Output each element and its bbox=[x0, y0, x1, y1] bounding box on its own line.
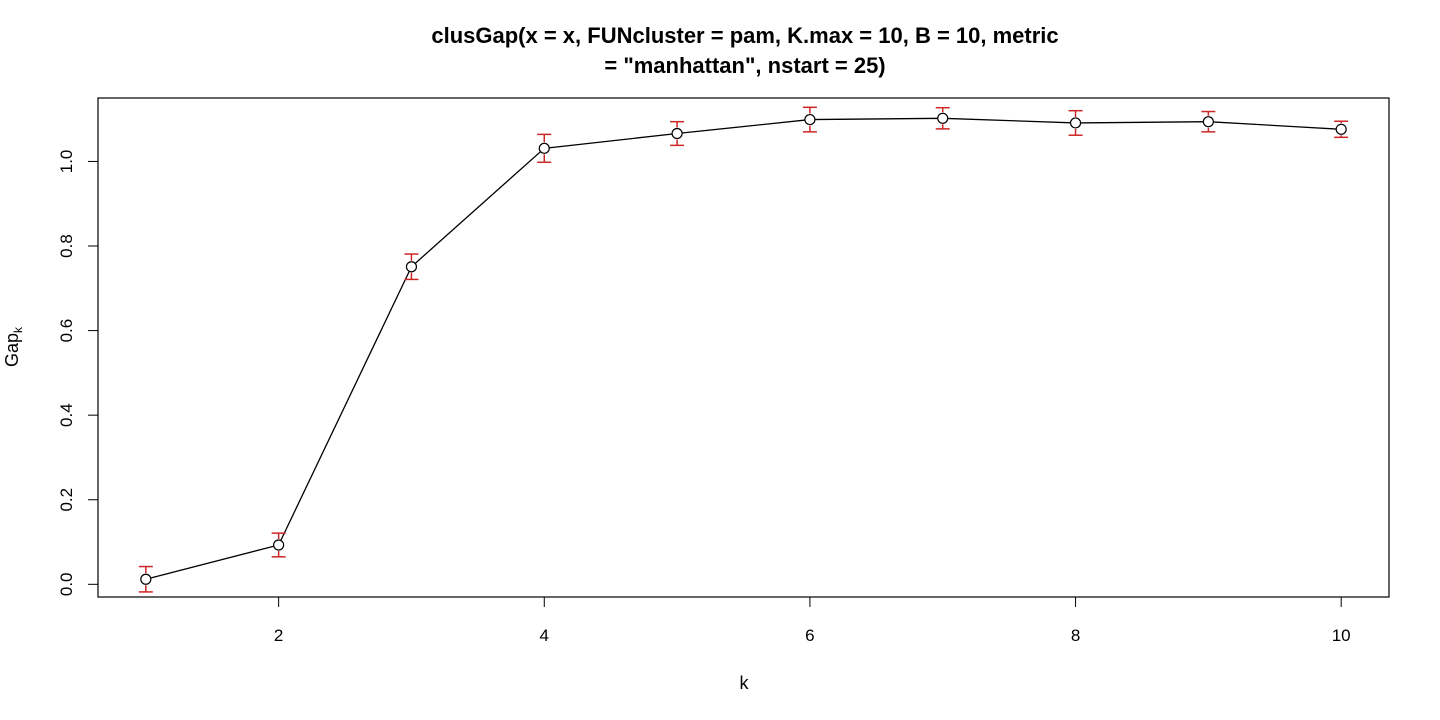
y-axis: 0.0 0.2 0.4 0.6 0.8 1.0 bbox=[57, 150, 99, 596]
data-point bbox=[804, 113, 816, 126]
y-tick-label: 1.0 bbox=[57, 150, 76, 174]
error-bar bbox=[271, 532, 286, 558]
data-point bbox=[671, 127, 683, 140]
error-bar bbox=[1068, 109, 1083, 136]
y-tick-label: 0.8 bbox=[57, 234, 76, 258]
gap-series bbox=[138, 106, 1349, 593]
y-tick-label: 0.6 bbox=[57, 319, 76, 343]
data-point bbox=[1069, 117, 1082, 129]
y-tick-label: 0.2 bbox=[57, 488, 76, 512]
chart-title-line-2: = "manhattan", nstart = 25) bbox=[604, 53, 885, 78]
data-point bbox=[937, 112, 949, 124]
data-point bbox=[140, 573, 152, 585]
error-bar bbox=[138, 565, 153, 593]
plot-frame bbox=[97, 97, 1390, 598]
data-point bbox=[405, 261, 418, 273]
y-tick-label: 0.0 bbox=[57, 572, 76, 596]
error-bar bbox=[1334, 120, 1349, 139]
x-axis: 2 4 6 8 10 bbox=[274, 596, 1351, 645]
data-point bbox=[538, 142, 550, 154]
x-tick-label: 2 bbox=[274, 626, 283, 645]
x-axis-label: k bbox=[740, 673, 750, 693]
chart-title-line-1: clusGap(x = x, FUNcluster = pam, K.max =… bbox=[431, 23, 1058, 48]
data-point bbox=[1335, 123, 1347, 135]
y-axis-label: Gapk bbox=[2, 326, 25, 367]
data-point bbox=[273, 539, 285, 551]
error-bar bbox=[537, 133, 552, 164]
data-point bbox=[1202, 116, 1214, 128]
error-bar bbox=[404, 253, 419, 281]
y-axis-label-main: Gap bbox=[2, 333, 22, 367]
x-tick-label: 8 bbox=[1071, 626, 1080, 645]
x-tick-label: 4 bbox=[540, 626, 549, 645]
x-tick-label: 10 bbox=[1332, 626, 1351, 645]
error-bar bbox=[935, 106, 950, 130]
y-tick-label: 0.4 bbox=[57, 403, 76, 427]
error-bar bbox=[670, 120, 685, 147]
gap-line bbox=[145, 117, 1342, 580]
x-tick-label: 6 bbox=[805, 626, 814, 645]
y-axis-label-subscript: k bbox=[11, 326, 25, 333]
error-bar bbox=[802, 106, 817, 133]
error-bar bbox=[1201, 110, 1216, 133]
